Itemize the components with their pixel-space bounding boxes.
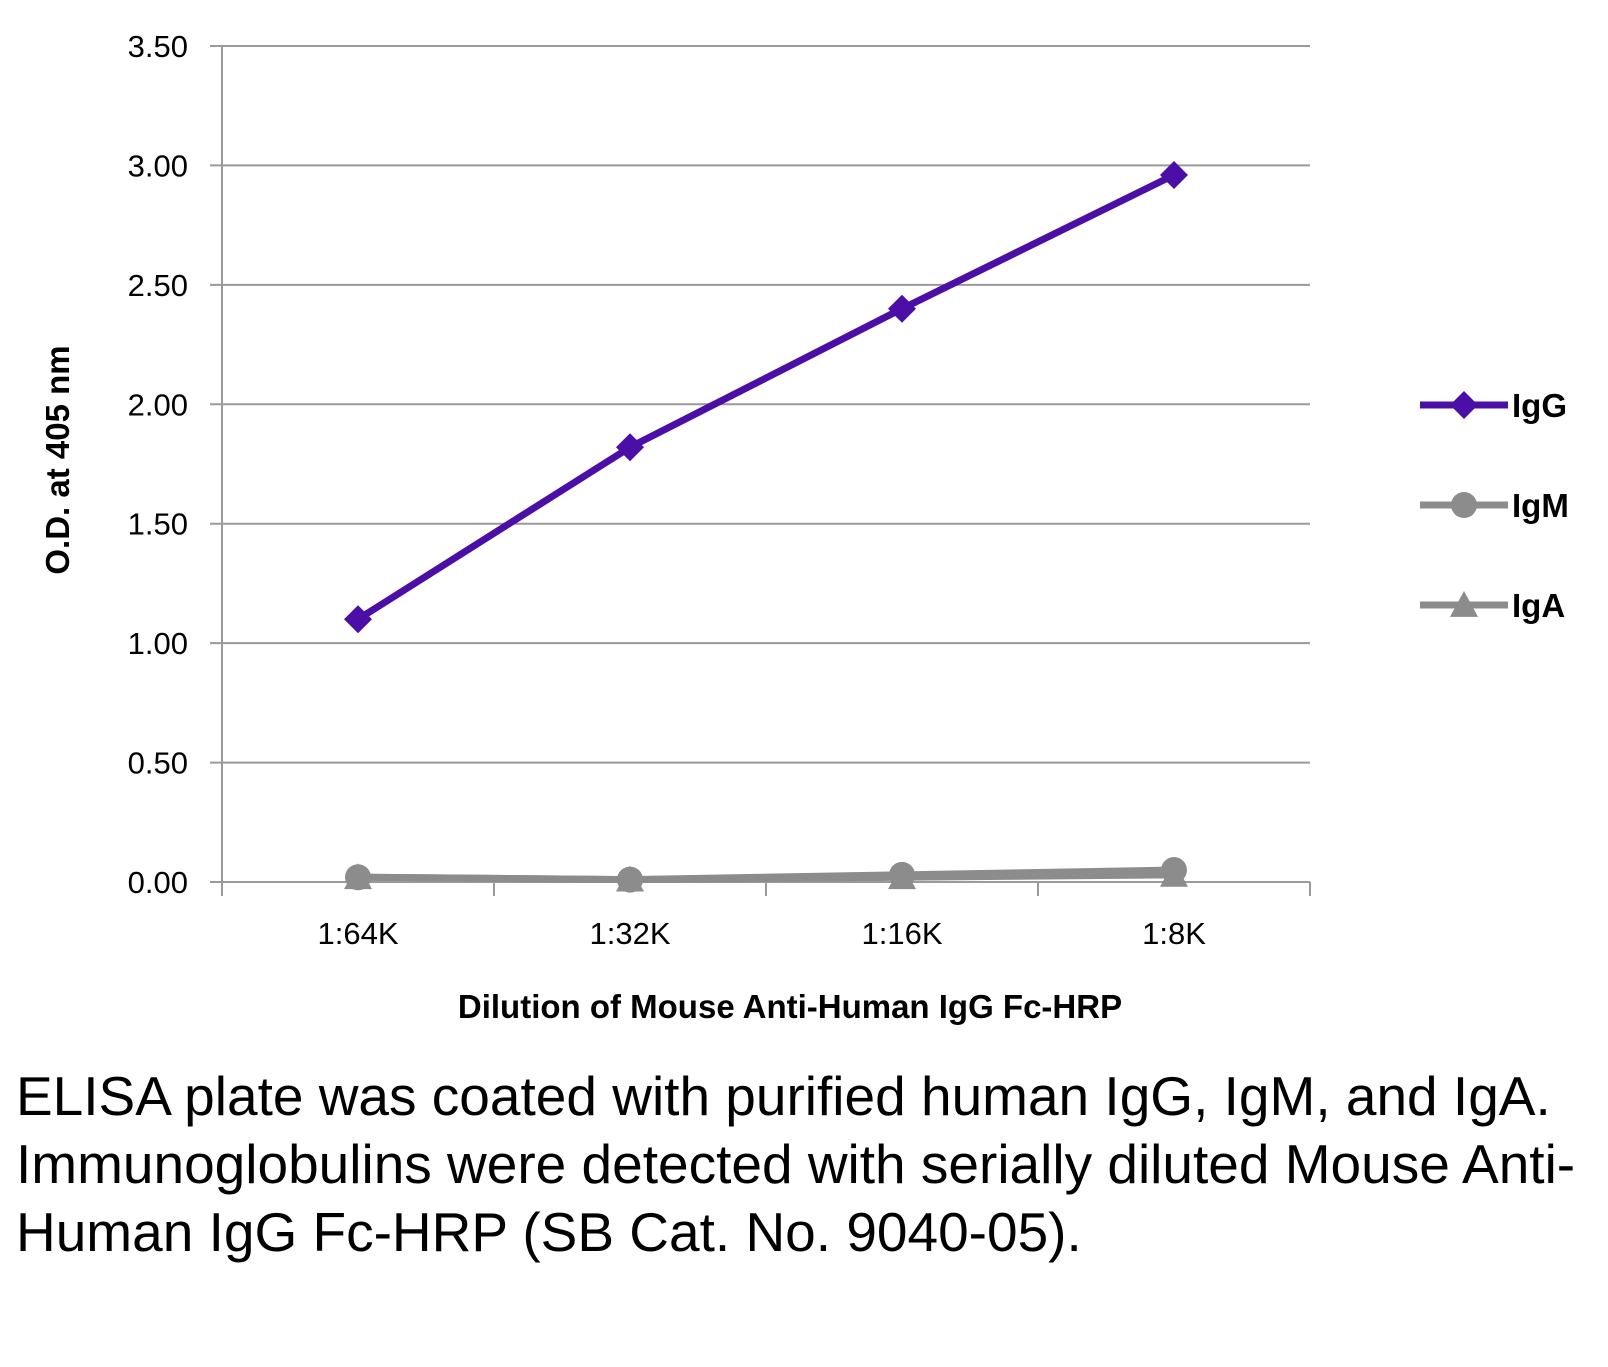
- y-tick-label: 3.50: [128, 29, 188, 64]
- y-tick-label: 3.00: [128, 148, 188, 183]
- series-igg: [344, 160, 1188, 634]
- legend-marker: [1451, 492, 1477, 518]
- legend-label: IgG: [1512, 387, 1567, 424]
- figure-caption: ELISA plate was coated with purified hum…: [16, 1065, 1576, 1263]
- y-tick-label: 1.50: [128, 507, 188, 542]
- y-tick-label: 0.50: [128, 746, 188, 781]
- legend-item-igm: IgM: [1420, 487, 1569, 524]
- x-tick-labels: 1:64K 1:32K 1:16K 1:8K: [317, 916, 1206, 951]
- series-line: [356, 171, 1176, 623]
- legend: IgG IgM IgA: [1420, 387, 1569, 624]
- legend-marker: [1450, 591, 1478, 617]
- y-tick-label: 2.00: [128, 387, 188, 422]
- data-point: [345, 864, 371, 891]
- series-igm: [345, 857, 1187, 893]
- y-axis-title: O.D. at 405 nm: [39, 345, 76, 574]
- y-tick-label: 0.00: [128, 865, 188, 900]
- x-tick-label: 1:16K: [861, 916, 942, 951]
- legend-label: IgM: [1512, 487, 1569, 524]
- data-point: [616, 433, 644, 462]
- legend-item-igg: IgG: [1420, 387, 1567, 424]
- legend-item-iga: IgA: [1420, 587, 1565, 624]
- series-line: [357, 866, 1175, 884]
- data-point: [1161, 857, 1187, 884]
- y-tick-labels: 0.00 0.50 1.00 1.50 2.00 2.50 3.00 3.50: [128, 29, 188, 900]
- data-point: [617, 866, 643, 893]
- x-axis-title: Dilution of Mouse Anti-Human IgG Fc-HRP: [458, 988, 1122, 1025]
- elisa-line-chart: 0.000.501.001.502.002.503.003.50 1:64K 1:…: [39, 29, 1569, 1025]
- data-series: [344, 160, 1188, 893]
- data-point: [889, 861, 915, 888]
- axes: [221, 46, 1311, 896]
- y-tick-label: 1.00: [128, 626, 188, 661]
- x-tick-label: 1:32K: [589, 916, 670, 951]
- legend-marker: [1450, 391, 1478, 419]
- data-point: [888, 294, 916, 323]
- x-tick-label: 1:8K: [1142, 916, 1206, 951]
- data-point: [344, 605, 372, 634]
- x-tick-label: 1:64K: [317, 916, 398, 951]
- gridlines: [210, 45, 1310, 883]
- legend-label: IgA: [1512, 587, 1565, 624]
- y-tick-label: 2.50: [128, 268, 188, 303]
- data-point: [1160, 160, 1188, 189]
